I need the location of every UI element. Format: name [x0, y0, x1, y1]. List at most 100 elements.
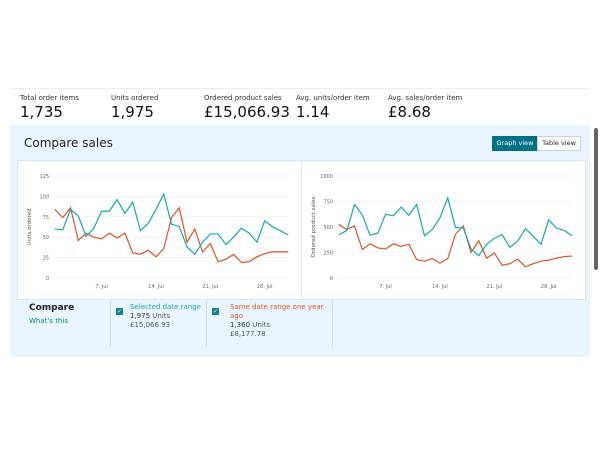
selected-units: 1,975	[130, 312, 151, 320]
data-point	[548, 259, 550, 261]
y-tick-label: 500	[323, 225, 333, 231]
y-tick-label: 0	[330, 276, 333, 282]
data-point	[517, 240, 519, 242]
data-point	[233, 236, 235, 238]
data-point	[233, 253, 235, 255]
data-point	[225, 244, 227, 245]
data-point	[248, 261, 250, 263]
data-point	[462, 227, 464, 229]
stat-total-order-items: Total order items 1,735	[20, 94, 79, 121]
stat-label: Total order items	[20, 94, 79, 102]
y-tick-label: 750	[323, 200, 333, 206]
data-point	[540, 260, 542, 262]
data-point	[279, 230, 281, 232]
stat-label: Avg. units/order item	[296, 94, 370, 102]
data-point	[532, 235, 534, 237]
data-point	[77, 215, 79, 217]
stat-avg-sales: Avg. sales/order item £8.68	[388, 94, 462, 121]
data-point	[241, 262, 242, 263]
x-tick-label: 7. Jul	[95, 284, 107, 290]
data-point	[424, 235, 425, 237]
data-point	[431, 258, 433, 260]
data-point	[439, 262, 441, 264]
data-point	[540, 243, 542, 245]
data-point	[140, 253, 141, 255]
selected-range-checkbox[interactable]: ✓	[116, 308, 123, 315]
data-point	[116, 237, 118, 239]
stat-label: Units ordered	[111, 94, 159, 102]
compare-sales-panel: Compare sales Graph view Table view 0 25 5…	[10, 125, 590, 357]
graph-view-button[interactable]: Graph view	[492, 136, 538, 151]
data-point	[54, 228, 56, 230]
x-tick-label: 14. Jul	[148, 284, 164, 290]
stat-avg-units: Avg. units/order item 1.14	[296, 94, 370, 121]
data-point	[563, 256, 565, 257]
y-tick-label: 50	[43, 235, 49, 241]
data-point	[377, 232, 379, 234]
y-tick-label: 100	[39, 194, 49, 200]
table-view-button[interactable]: Table view	[537, 136, 581, 151]
data-point	[509, 247, 511, 248]
data-point	[400, 245, 402, 247]
compare-title: Compare	[29, 303, 75, 313]
data-point	[287, 251, 289, 253]
x-tick-label: 21. Jul	[487, 284, 503, 290]
data-point	[408, 214, 410, 216]
data-point	[248, 232, 250, 234]
data-point	[416, 204, 418, 205]
data-point	[571, 255, 573, 257]
x-tick-label: 7. Jul	[379, 284, 391, 290]
data-point	[377, 247, 379, 249]
divider	[332, 300, 333, 347]
whats-this-link[interactable]: What's this	[29, 317, 68, 325]
x-tick-label: 28. Jul	[541, 284, 557, 290]
stat-label: Avg. sales/order item	[388, 94, 463, 102]
units-ordered-chart: 0 25 50 75 100 125 7. Jul 14. Jul 21. Jul 28. Jul…	[27, 174, 289, 290]
data-point	[517, 258, 519, 260]
data-point	[272, 226, 273, 227]
data-point	[279, 251, 281, 253]
stat-value: 1.14	[296, 103, 330, 121]
previous-range-info: Same date range one year ago 1,360 Units…	[230, 303, 330, 339]
data-point	[548, 219, 550, 221]
data-point	[455, 227, 456, 228]
data-point	[385, 213, 386, 215]
data-point	[202, 241, 203, 243]
data-point	[556, 227, 557, 229]
scrollbar[interactable]	[594, 128, 598, 270]
product-sales-chart: 0 250 500 750 1000 7. Jul 14. Jul 21. Jul 28. Ju…	[311, 174, 573, 290]
y-tick-label: 1000	[320, 174, 333, 180]
data-point	[392, 243, 394, 245]
data-point	[85, 235, 87, 237]
data-point	[186, 241, 188, 243]
previous-range-checkbox[interactable]: ✓	[212, 308, 219, 315]
data-point	[525, 228, 526, 229]
data-point	[509, 263, 511, 265]
data-point	[140, 230, 141, 232]
data-point	[400, 206, 402, 208]
data-point	[209, 233, 211, 235]
data-point	[470, 252, 472, 253]
selected-range-label: Selected date range	[130, 303, 201, 311]
data-point	[361, 214, 363, 216]
data-point	[338, 234, 340, 236]
data-point	[256, 241, 258, 243]
previous-range-label: Same date range one year ago	[230, 303, 324, 320]
x-tick-label: 14. Jul	[432, 284, 448, 290]
data-point	[163, 193, 165, 195]
data-point	[155, 209, 157, 210]
data-point	[202, 251, 203, 253]
data-point	[447, 197, 449, 199]
data-point	[338, 224, 340, 225]
stat-value: 1,975	[111, 103, 154, 121]
data-point	[354, 225, 355, 227]
units-word: Units	[152, 312, 171, 320]
data-point	[455, 233, 456, 235]
panel-title: Compare sales	[24, 136, 113, 150]
data-point	[54, 209, 56, 210]
data-point	[108, 210, 110, 212]
data-point	[272, 251, 273, 253]
data-point	[70, 209, 71, 210]
data-point	[178, 226, 180, 227]
data-point	[486, 243, 487, 245]
